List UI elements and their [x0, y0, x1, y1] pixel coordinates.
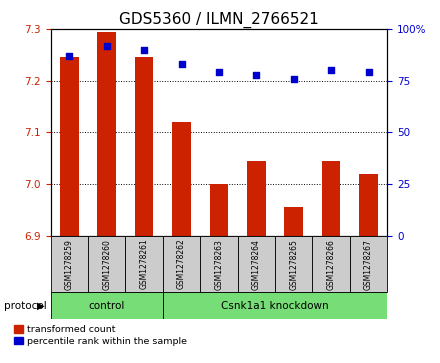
- Text: protocol: protocol: [4, 301, 47, 311]
- Text: control: control: [88, 301, 125, 311]
- Bar: [163, 292, 387, 319]
- Point: [327, 68, 335, 73]
- Text: GSM1278266: GSM1278266: [326, 238, 336, 290]
- Text: GSM1278265: GSM1278265: [289, 238, 298, 290]
- Bar: [275, 236, 312, 292]
- Bar: [322, 161, 341, 236]
- Bar: [350, 236, 387, 292]
- Legend: transformed count, percentile rank within the sample: transformed count, percentile rank withi…: [14, 324, 188, 347]
- Bar: [312, 236, 350, 292]
- Bar: [359, 174, 378, 236]
- Bar: [172, 122, 191, 236]
- Title: GDS5360 / ILMN_2766521: GDS5360 / ILMN_2766521: [119, 12, 319, 28]
- Bar: [163, 236, 200, 292]
- Bar: [135, 57, 154, 236]
- Bar: [51, 292, 163, 319]
- Text: GSM1278262: GSM1278262: [177, 239, 186, 289]
- Point: [103, 43, 110, 49]
- Point: [178, 61, 185, 67]
- Text: Csnk1a1 knockdown: Csnk1a1 knockdown: [221, 301, 329, 311]
- Bar: [247, 161, 266, 236]
- Text: GSM1278264: GSM1278264: [252, 238, 261, 290]
- Text: GSM1278263: GSM1278263: [214, 238, 224, 290]
- Bar: [209, 184, 228, 236]
- Bar: [51, 236, 88, 292]
- Point: [66, 53, 73, 59]
- Point: [253, 72, 260, 77]
- Point: [365, 70, 372, 76]
- Text: ▶: ▶: [37, 301, 45, 311]
- Text: GSM1278267: GSM1278267: [364, 238, 373, 290]
- Point: [290, 76, 297, 82]
- Bar: [238, 236, 275, 292]
- Text: GSM1278261: GSM1278261: [139, 239, 149, 289]
- Text: GSM1278259: GSM1278259: [65, 238, 74, 290]
- Text: GSM1278260: GSM1278260: [102, 238, 111, 290]
- Point: [216, 70, 222, 76]
- Bar: [125, 236, 163, 292]
- Bar: [284, 208, 303, 236]
- Point: [141, 47, 148, 53]
- Bar: [88, 236, 125, 292]
- Bar: [200, 236, 238, 292]
- Bar: [97, 32, 116, 236]
- Bar: [60, 57, 79, 236]
